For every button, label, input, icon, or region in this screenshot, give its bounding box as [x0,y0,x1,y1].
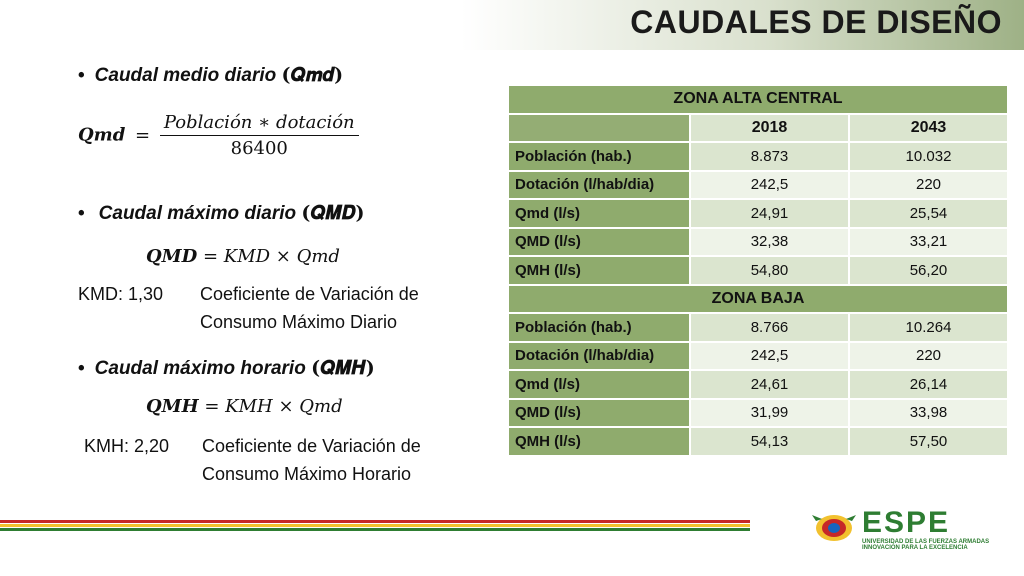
bullet-dot: • [78,65,85,86]
formula-lhs: 𝑸𝒎𝒅 [78,124,126,146]
coef-desc-line1: Coeficiente de Variación de [200,284,419,304]
fraction-numerator: Población ∗ dotación [159,112,359,136]
table-row: Población (hab.) 8.766 10.264 [507,312,1009,343]
bullet-text: Caudal máximo diario [98,203,297,224]
coef-label: KMH: 2,20 [84,436,170,456]
bullet-text: Caudal medio diario [94,65,277,86]
fraction-denominator: 86400 [230,138,288,159]
cell-2043: 220 [848,340,1009,371]
cell-2018: 24,61 [689,369,850,400]
cell-2043: 33,21 [848,226,1009,257]
row-label: Población (hab.) [507,141,691,172]
year-header-blank [507,112,691,143]
logo-subtitle: UNIVERSIDAD DE LAS FUERZAS ARMADAS INNOV… [862,539,989,551]
logo-wordmark: ESPE [862,506,951,539]
bullet-dot: • [78,358,85,379]
bullet-symbol: (𝑸𝒎𝒅) [281,64,344,86]
row-label: QMD (l/s) [507,397,691,428]
footer-stripe-red [0,520,750,523]
row-label: Dotación (l/hab/dia) [507,340,691,371]
cell-2043: 56,20 [848,255,1009,286]
table-row: QMD (l/s) 32,38 33,21 [507,226,1009,257]
bullet-symbol: (𝑸𝑴𝑫) [301,202,365,224]
cell-2018: 24,91 [689,198,850,229]
cell-2018: 8.766 [689,312,850,343]
coef-description: Coeficiente de Variación de Consumo Máxim… [200,280,419,336]
caudales-table: ZONA ALTA CENTRAL 2018 2043 Población (h… [507,84,1009,457]
formula-qmh: 𝑸𝑴𝑯 = KMH × Qmd [146,396,343,417]
coef-desc-line2: Consumo Máximo Diario [200,312,398,332]
zone-header-baja: ZONA BAJA [507,283,1009,314]
cell-2018: 242,5 [689,340,850,371]
footer-stripe-green [0,528,750,531]
formula-qmD: 𝑸𝑴𝑫 = KMD × Qmd [146,246,340,267]
cell-2018: 32,38 [689,226,850,257]
table-row: Qmd (l/s) 24,61 26,14 [507,369,1009,400]
cell-2018: 54,13 [689,426,850,457]
row-label: QMH (l/s) [507,426,691,457]
table-row: QMH (l/s) 54,80 56,20 [507,255,1009,286]
cell-2043: 10.032 [848,141,1009,172]
year-header-row: 2018 2043 [507,112,1009,143]
row-label: Población (hab.) [507,312,691,343]
row-label: Qmd (l/s) [507,369,691,400]
table-row: QMD (l/s) 31,99 33,98 [507,397,1009,428]
bullet-dot: • [78,203,85,224]
formula-rhs: = KMH × Qmd [204,396,343,417]
cell-2018: 8.873 [689,141,850,172]
cell-2018: 242,5 [689,169,850,200]
cell-2043: 26,14 [848,369,1009,400]
cell-2018: 54,80 [689,255,850,286]
year-header-2043: 2043 [848,112,1009,143]
coef-label: KMD: 1,30 [78,284,164,304]
row-label: QMD (l/s) [507,226,691,257]
coef-desc-line1: Coeficiente de Variación de [202,436,421,456]
cell-2043: 10.264 [848,312,1009,343]
logo-subtitle-line2: INNOVACIÓN PARA LA EXCELENCIA [862,545,968,551]
cell-2043: 25,54 [848,198,1009,229]
header-band [0,0,1024,50]
bullet-symbol: (𝑸𝑴𝑯) [311,357,375,379]
table-row: Población (hab.) 8.873 10.032 [507,141,1009,172]
cell-2018: 31,99 [689,397,850,428]
table-row: QMH (l/s) 54,13 57,50 [507,426,1009,457]
coef-kmd: KMD: 1,30 Coeficiente de Variación de Cons… [78,280,419,336]
cell-2043: 33,98 [848,397,1009,428]
cell-2043: 57,50 [848,426,1009,457]
page-title: CAUDALES DE DISEÑO [630,4,1002,40]
zone-header-alta-central: ZONA ALTA CENTRAL [507,84,1009,115]
formula-lhs: 𝑸𝑴𝑫 [146,246,198,267]
bullet-caudal-maximo-horario: • Caudal máximo horario (𝑸𝑴𝑯) [78,357,375,380]
row-label: Dotación (l/hab/dia) [507,169,691,200]
coef-desc-line2: Consumo Máximo Horario [202,464,412,484]
row-label: QMH (l/s) [507,255,691,286]
formula-lhs: 𝑸𝑴𝑯 [146,396,199,417]
formula-qmd: 𝑸𝒎𝒅 = Población ∗ dotación 86400 [78,112,359,159]
table-row: Qmd (l/s) 24,91 25,54 [507,198,1009,229]
formula-rhs: = KMD × Qmd [202,246,340,267]
logo-subtitle-line1: UNIVERSIDAD DE LAS FUERZAS ARMADAS [862,539,990,545]
crest-icon [812,515,856,541]
table-row: Dotación (l/hab/dia) 242,5 220 [507,169,1009,200]
formula-fraction: Población ∗ dotación 86400 [159,112,359,159]
footer-stripe-yellow [0,524,750,527]
coef-description: Coeficiente de Variación de Consumo Máxim… [202,432,421,488]
coef-kmh: KMH: 2,20 Coeficiente de Variación de Cons… [84,432,421,488]
row-label: Qmd (l/s) [507,198,691,229]
footer-stripes [0,520,750,532]
year-header-2018: 2018 [689,112,850,143]
table-row: Dotación (l/hab/dia) 242,5 220 [507,340,1009,371]
bullet-text: Caudal máximo horario [94,358,306,379]
bullet-caudal-maximo-diario: • Caudal máximo diario (𝑸𝑴𝑫) [78,202,365,225]
bullet-caudal-medio: • Caudal medio diario (𝑸𝒎𝒅) [78,64,343,87]
cell-2043: 220 [848,169,1009,200]
espe-logo [812,515,856,541]
